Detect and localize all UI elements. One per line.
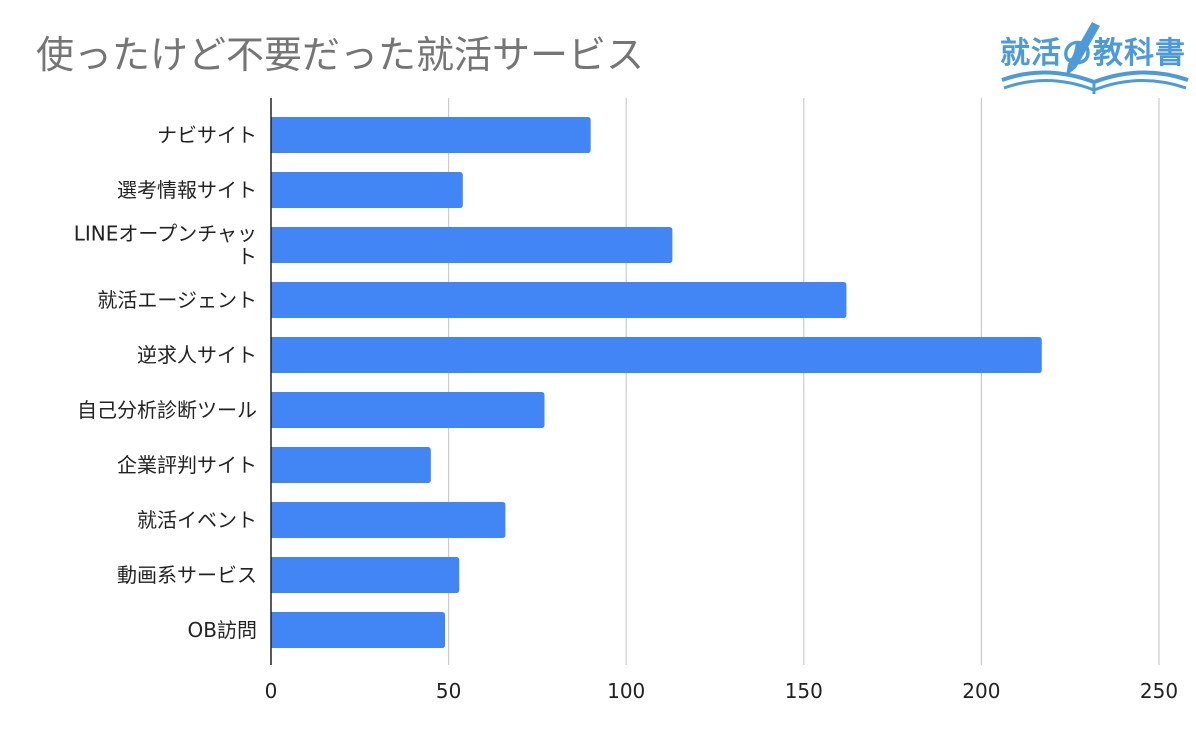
bar [271,392,545,428]
logo-text: 就活の教科書 [1000,36,1186,71]
category-label: 就活エージェント [97,288,257,312]
bar [271,172,463,208]
gridlines [448,98,1160,665]
category-label: OB訪問 [188,618,257,642]
x-tick-label: 100 [607,679,645,703]
x-tick-label: 250 [1140,679,1178,703]
category-label: ナビサイト [157,123,257,147]
brand-logo: 就活の教科書 [996,6,1192,102]
book-pen-icon [1001,22,1189,94]
category-label: 企業評判サイト [117,453,257,477]
category-label: 選考情報サイト [117,178,257,202]
bar [271,612,446,648]
bar [271,557,460,593]
x-tick-label: 50 [436,679,461,703]
x-tick-labels: 0 50 100 150 200 250 [265,679,1178,703]
chart-title: 使ったけど不要だった就活サービス [36,33,645,77]
bar [271,117,591,153]
bar [271,282,847,318]
category-label: 逆求人サイト [137,343,257,367]
category-label: LINEオープンチャット [74,222,257,269]
category-label: 就活イベント [137,508,257,532]
bar [271,337,1042,373]
bar [271,227,673,263]
x-tick-label: 0 [265,679,278,703]
x-tick-label: 200 [962,679,1000,703]
bars [271,117,1042,648]
category-label: 動画系サービス [117,563,257,587]
bar [271,502,506,538]
category-label: 自己分析診断ツール [77,398,257,422]
x-tick-label: 150 [785,679,823,703]
bar [271,447,431,483]
